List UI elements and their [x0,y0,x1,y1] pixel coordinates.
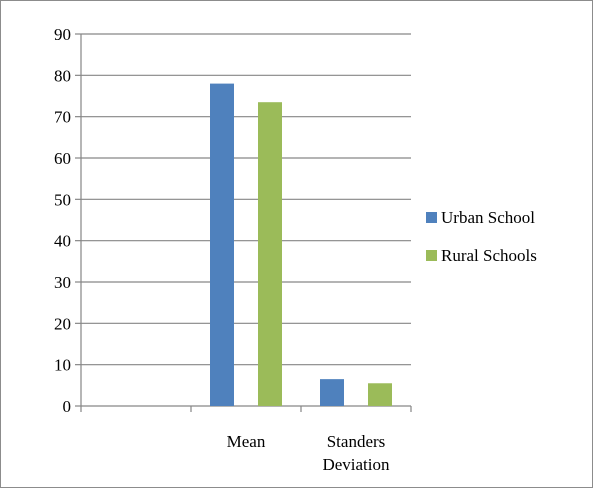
legend-swatch [426,212,437,223]
bar-urban-school [210,83,234,406]
legend-label: Urban School [441,208,535,227]
bar-urban-school [320,379,344,406]
y-tick-label: 10 [54,356,71,375]
axes [75,33,412,412]
y-tick-label: 0 [63,397,72,416]
legend: Urban School Rural Schools [426,208,537,265]
y-tick-label: 40 [54,232,71,251]
bar-rural-schools [368,383,392,406]
bars [210,83,392,406]
gridlines [81,33,411,366]
y-tick-label: 80 [54,66,71,85]
legend-label: Rural Schools [441,246,537,265]
legend-swatch [426,250,437,261]
y-tick-label: 50 [54,190,71,209]
bar-rural-schools [258,102,282,406]
y-tick-label: 90 [54,25,71,44]
x-category-label: Mean [227,432,266,451]
y-tick-label: 70 [54,108,71,127]
y-tick-label: 30 [54,273,71,292]
x-category-label: Deviation [322,455,390,474]
x-category-label: Standers [327,432,386,451]
y-tick-label: 20 [54,314,71,333]
axis-labels: 0 10 20 30 40 50 60 70 80 90 Mean Standers Deviation [54,25,390,474]
y-tick-label: 60 [54,149,71,168]
